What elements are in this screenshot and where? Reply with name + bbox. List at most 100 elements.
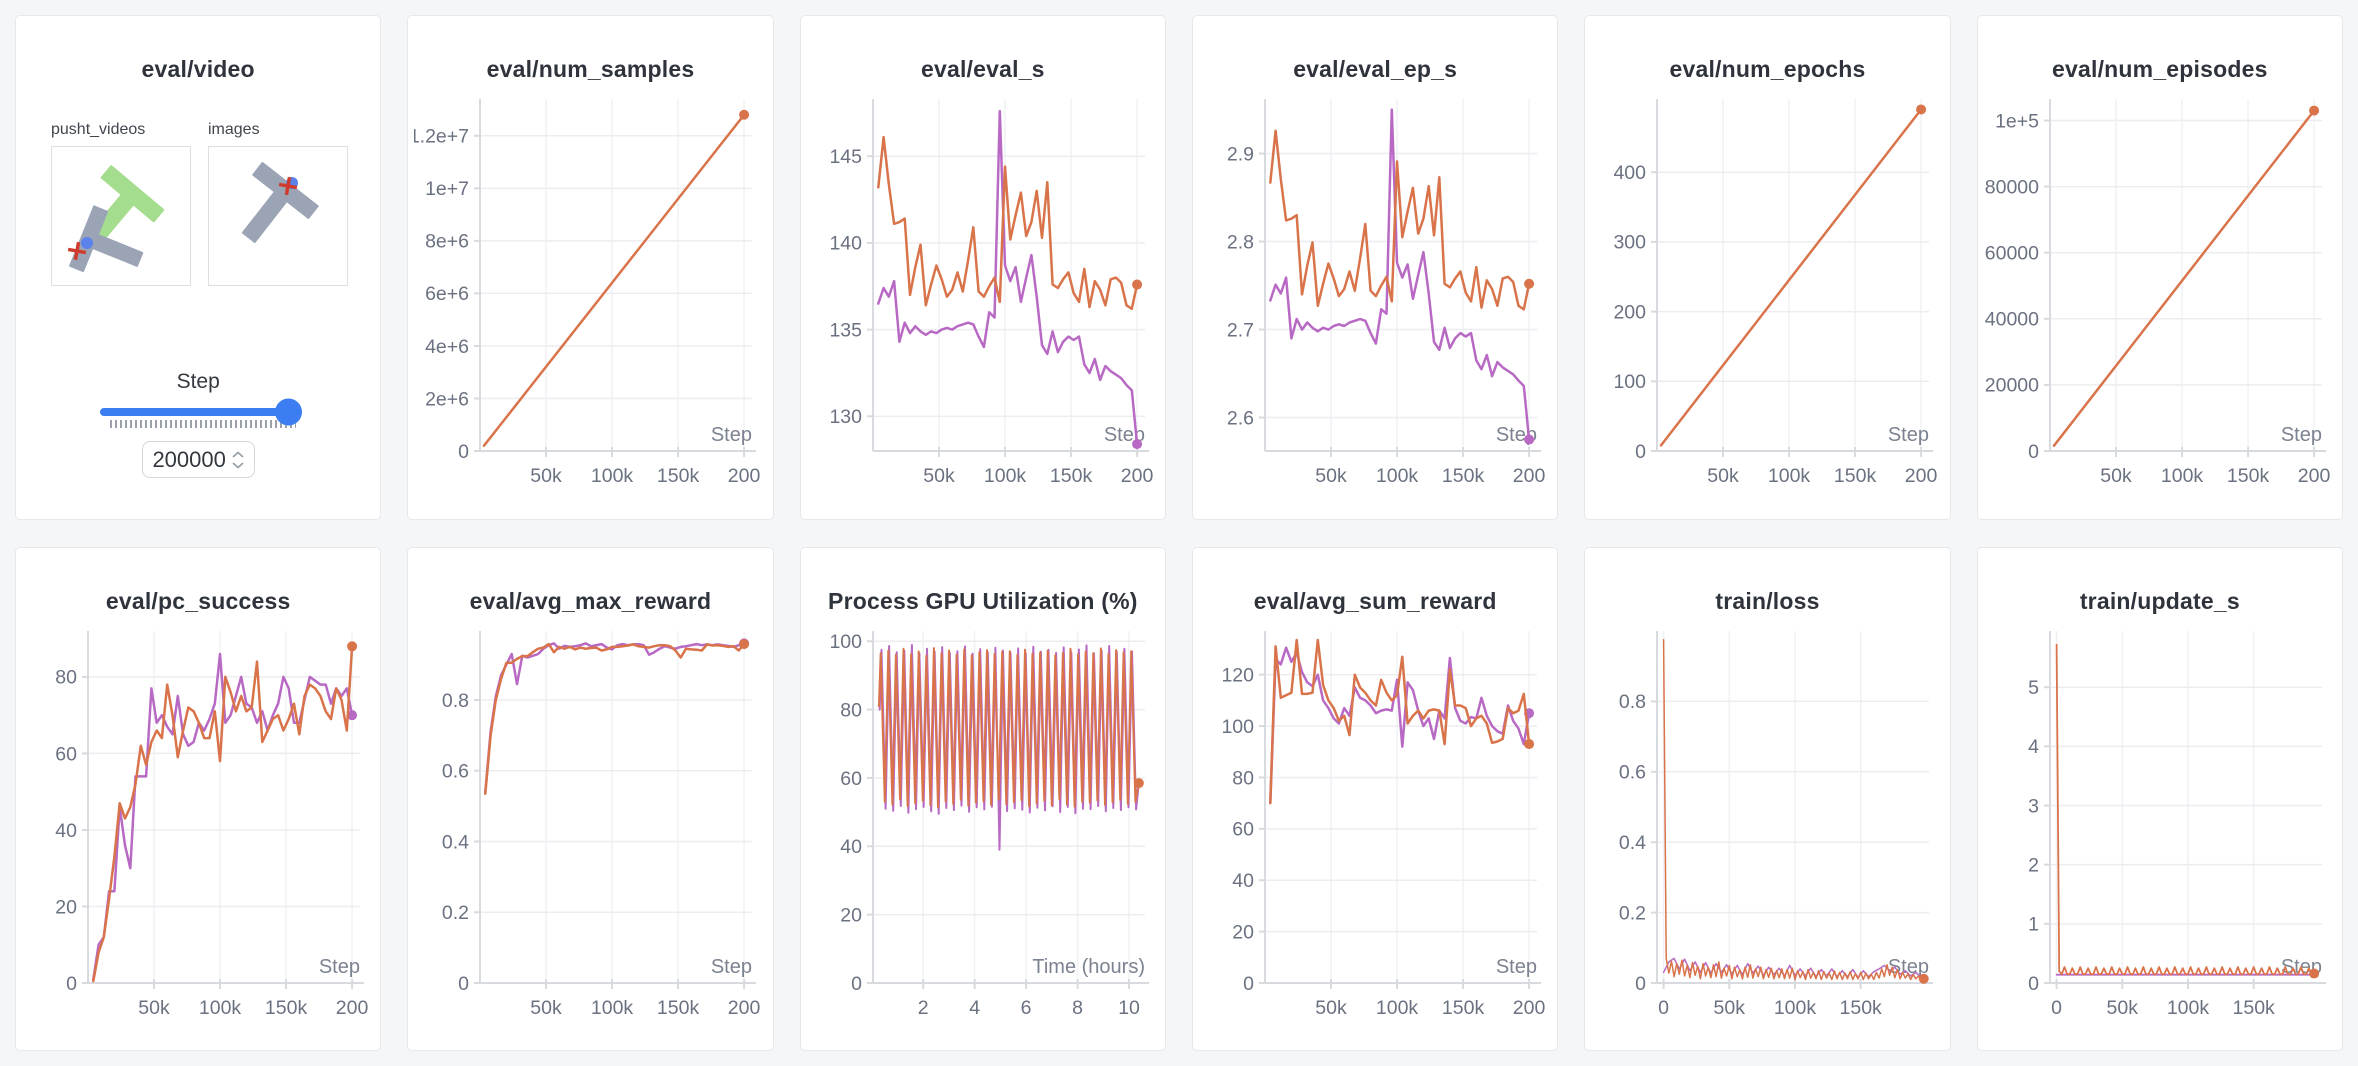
y-tick-label: 0.6 [442, 760, 469, 782]
goal-cross-icon [67, 241, 87, 261]
y-tick-label: 5 [2028, 677, 2039, 699]
y-tick-label: 20 [1232, 921, 1254, 943]
chevron-down-icon[interactable] [232, 461, 244, 469]
x-tick-label: 200 [1905, 465, 1938, 487]
x-tick-label: 50k [531, 997, 563, 1019]
chart-title: train/update_s [2079, 587, 2240, 614]
x-tick-label: 150k [1442, 465, 1485, 487]
x-tick-label: 100k [984, 465, 1027, 487]
y-tick-label: 20000 [1985, 375, 2039, 397]
x-tick-label: 100k [591, 997, 634, 1019]
y-tick-label: 100 [829, 631, 862, 653]
chart-eval-num-episodes[interactable]: 50k 100k 150k 200 0 20000 40000 60000 80000 1e+5 S… [1984, 87, 2336, 511]
y-tick-label: 0.8 [442, 689, 469, 711]
images-thumbnail[interactable] [208, 146, 348, 286]
chart-panel-eval-avg-sum-reward: eval/avg_sum_reward 50k 100k 150k 200 0 20 40 60… [1192, 546, 1559, 1051]
chart-eval-avg-max-reward[interactable]: 50k 100k 150k 200 0 0.2 0.4 0.6 0.8 Step [414, 619, 766, 1043]
chart-panel-train-loss: train/loss 0 50k 100k 150k 0 0.2 0.4 0.6 0.8 Step [1584, 546, 1951, 1051]
y-tick-label: 2.8 [1227, 231, 1254, 253]
chart-eval-num-epochs[interactable]: 50k 100k 150k 200 0 100 200 300 400 Step [1591, 87, 1943, 511]
series-orange [877, 646, 1140, 808]
x-tick-label: 150k [265, 997, 308, 1019]
chart-title: eval/avg_sum_reward [1253, 587, 1497, 614]
endpoint-dot-orange [739, 109, 750, 120]
goal-cross-icon [278, 176, 298, 196]
step-slider-label: Step [176, 370, 220, 393]
endpoint-dot-orange [1524, 738, 1535, 749]
media-item-images: images [208, 121, 348, 286]
pusht-image [241, 162, 319, 243]
endpoint-dot-purple [1131, 439, 1142, 450]
media-item-pusht-videos: pusht_videos [51, 121, 191, 286]
x-axis-label: Step [711, 956, 752, 978]
chart-eval-pc-success[interactable]: 50k 100k 150k 200 0 20 40 60 80 Step [22, 619, 374, 1043]
y-tick-label: 4 [2028, 736, 2039, 758]
x-tick-label: 50k [1708, 465, 1740, 487]
x-tick-label: 50k [1315, 997, 1347, 1019]
chart-title: eval/eval_s [920, 56, 1045, 82]
chevron-up-icon[interactable] [232, 450, 244, 459]
chart-title: eval/num_samples [486, 56, 695, 82]
y-tick-label: 200 [1614, 301, 1647, 323]
x-tick-label: 150k [2227, 465, 2270, 487]
x-tick-label: 100k [1768, 465, 1811, 487]
series-orange [1269, 129, 1531, 311]
y-tick-label: 80000 [1985, 176, 2039, 198]
chart-eval-num-samples[interactable]: 50k 100k 150k 200 0 2e+6 4e+6 6e+6 8e+6 1e+7 1.2e+… [414, 87, 766, 511]
y-tick-label: 300 [1614, 232, 1647, 254]
y-tick-label: 1e+5 [1995, 110, 2039, 132]
series-purple [876, 109, 1139, 446]
endpoint-dot-orange [1131, 279, 1142, 290]
x-tick-label: 8 [1072, 997, 1083, 1019]
x-tick-label: 100k [199, 997, 242, 1019]
y-tick-label: 400 [1614, 162, 1647, 184]
step-slider-ticks [110, 420, 297, 428]
media-row: pusht_videos [51, 121, 380, 286]
chart-panel-eval-num-episodes: eval/num_episodes 50k 100k 150k 200 0 20000 400… [1976, 15, 2343, 520]
y-tick-label: 0.2 [1619, 902, 1646, 924]
series-orange [92, 644, 354, 982]
x-tick-label: 200 [1513, 997, 1546, 1019]
x-tick-label: 150k [1840, 997, 1883, 1019]
x-tick-label: 0 [2051, 997, 2062, 1019]
series-orange [1269, 638, 1531, 804]
x-axis-label: Step [1888, 424, 1929, 446]
x-tick-label: 100k [1774, 997, 1817, 1019]
endpoint-dot-orange [2308, 105, 2319, 116]
x-tick-label: 10 [1118, 997, 1140, 1019]
y-tick-label: 60000 [1985, 243, 2039, 265]
chart-eval-avg-sum-reward[interactable]: 50k 100k 150k 200 0 20 40 60 80 100 120 Step [1199, 619, 1551, 1043]
y-tick-label: 2.6 [1227, 407, 1254, 429]
y-tick-label: 0.4 [1619, 832, 1646, 854]
y-tick-label: 0 [1636, 441, 1647, 463]
x-tick-label: 6 [1021, 997, 1032, 1019]
series-orange [483, 113, 746, 447]
step-number-input[interactable]: 200000 [141, 441, 255, 478]
step-slider-track[interactable] [100, 398, 303, 426]
x-tick-label: 150k [657, 997, 700, 1019]
pusht-video-thumbnail[interactable] [51, 146, 191, 286]
step-value: 200000 [152, 446, 226, 472]
chart-title: eval/num_epochs [1669, 56, 1866, 82]
chart-panel-eval-avg-max-reward: eval/avg_max_reward 50k 100k 150k 200 0 0.2 0.4… [407, 546, 774, 1051]
y-tick-label: 80 [55, 666, 77, 688]
step-slider-thumb[interactable] [275, 398, 303, 426]
endpoint-dot-purple [1524, 434, 1535, 445]
y-tick-label: 100 [1614, 371, 1647, 393]
y-tick-label: 3 [2028, 795, 2039, 817]
y-tick-label: 2 [2028, 854, 2039, 876]
y-tick-label: 60 [840, 767, 862, 789]
series-orange [876, 135, 1139, 311]
y-tick-label: 6e+6 [426, 283, 470, 305]
chart-panel-train-update-s: train/update_s 0 50k 100k 150k 0 1 2 3 4 5 Step [1976, 546, 2343, 1051]
y-tick-label: 0 [459, 441, 470, 463]
pusht-render-image [67, 165, 165, 273]
y-tick-label: 2.7 [1227, 319, 1254, 341]
series-orange [2052, 109, 2316, 447]
x-tick-label: 100k [2161, 465, 2204, 487]
